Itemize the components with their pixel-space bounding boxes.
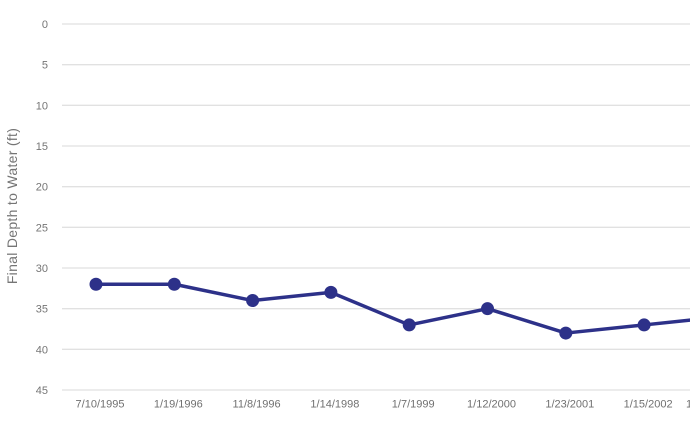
x-tick-label: 11/8/1996 (233, 399, 281, 411)
x-tick-label: 1/23/2001 (545, 399, 594, 411)
x-tick-label-partial: 1 (686, 399, 690, 411)
y-tick-label: 40 (36, 344, 48, 356)
y-axis-title: Final Depth to Water (ft) (4, 127, 20, 285)
y-tick-label: 5 (42, 60, 48, 72)
y-tick-label: 20 (36, 182, 48, 194)
x-tick-label: 1/15/2002 (624, 399, 673, 411)
data-point (89, 277, 103, 291)
data-point (402, 318, 416, 332)
x-tick-label: 1/19/1996 (154, 399, 203, 411)
x-tick-label: 1/7/1999 (392, 399, 435, 411)
data-point (246, 294, 260, 308)
x-tick-label: 7/10/1995 (76, 399, 125, 411)
data-point (637, 318, 651, 332)
data-point (559, 326, 573, 340)
y-tick-label: 30 (36, 263, 48, 275)
data-point (167, 277, 181, 291)
x-tick-label: 1/12/2000 (467, 399, 516, 411)
x-tick-label: 1/14/1998 (310, 399, 359, 411)
y-tick-label: 0 (42, 19, 48, 31)
y-tick-label: 35 (36, 304, 48, 316)
y-tick-label: 10 (36, 100, 48, 112)
y-tick-label: 45 (36, 385, 48, 397)
data-point (481, 302, 494, 316)
y-tick-label: 25 (36, 222, 48, 234)
y-tick-label: 15 (36, 141, 48, 153)
data-point (324, 285, 338, 299)
